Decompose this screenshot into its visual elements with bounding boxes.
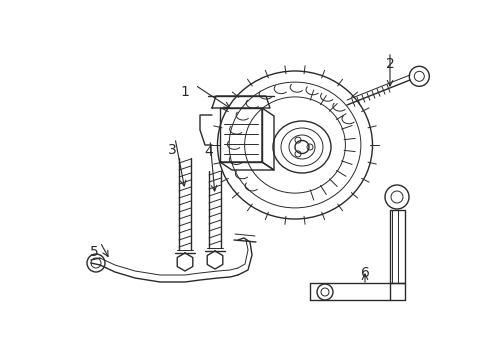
Text: 6: 6 bbox=[360, 266, 368, 280]
Text: 1: 1 bbox=[180, 85, 189, 99]
Text: 5: 5 bbox=[90, 246, 99, 260]
Text: 3: 3 bbox=[168, 143, 177, 157]
Text: 4: 4 bbox=[204, 145, 213, 159]
Text: 2: 2 bbox=[385, 57, 393, 71]
